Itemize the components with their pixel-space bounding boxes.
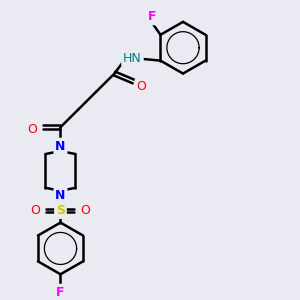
Text: O: O [80, 204, 90, 217]
Text: O: O [31, 204, 40, 217]
Text: O: O [136, 80, 146, 93]
Text: O: O [28, 123, 38, 136]
Text: N: N [55, 189, 66, 202]
Text: HN: HN [123, 52, 142, 65]
Text: N: N [55, 140, 66, 153]
Text: S: S [56, 204, 65, 217]
Text: F: F [148, 11, 157, 23]
Text: F: F [56, 286, 65, 299]
